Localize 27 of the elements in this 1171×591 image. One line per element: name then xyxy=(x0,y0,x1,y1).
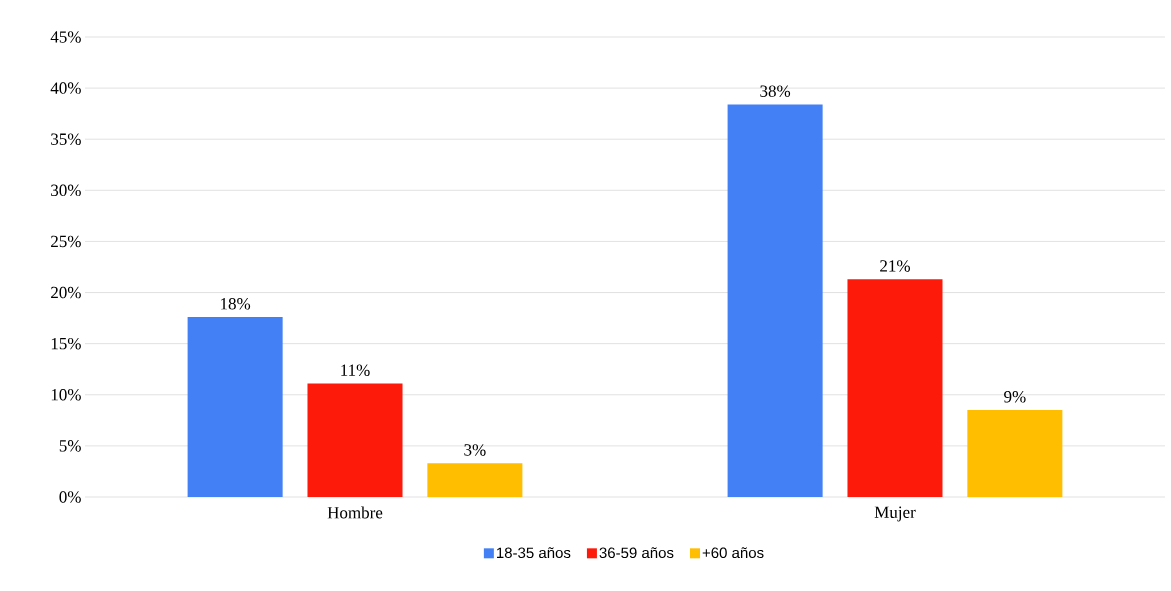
y-tick-label: 40% xyxy=(50,82,81,94)
data-label: 18% xyxy=(221,298,251,310)
x-tick-label: Hombre xyxy=(327,506,383,519)
y-tick-label: 15% xyxy=(51,337,81,350)
bar xyxy=(967,410,1063,497)
data-label: 38% xyxy=(760,85,791,97)
y-tick-label: 20% xyxy=(51,286,81,299)
y-tick-label: 5% xyxy=(59,440,81,452)
bar xyxy=(427,463,523,497)
y-tick-label: 0% xyxy=(59,491,81,503)
y-tick-label: 25% xyxy=(51,235,81,248)
data-label: 21% xyxy=(880,260,910,272)
y-tick-label: 30% xyxy=(51,184,81,197)
y-tick-label: 35% xyxy=(51,133,81,145)
y-tick-label: 45% xyxy=(50,31,81,43)
bar xyxy=(847,279,943,497)
data-label: 3% xyxy=(464,444,486,456)
data-label: 11% xyxy=(341,364,370,376)
bar xyxy=(727,104,823,497)
y-tick-label: 10% xyxy=(51,389,81,401)
data-label: 9% xyxy=(1004,391,1026,403)
x-tick-label: Mujer xyxy=(874,506,916,522)
bar xyxy=(187,317,283,497)
bar xyxy=(307,383,403,497)
legend-label: +60 años xyxy=(702,547,764,559)
legend-label: 36-59 años xyxy=(599,547,674,559)
legend-label: 18-35 años xyxy=(497,547,571,559)
